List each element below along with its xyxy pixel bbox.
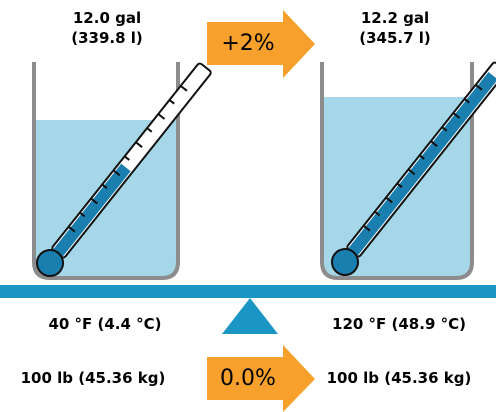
right-weight: 100 lb (45.36 kg) [326, 369, 472, 387]
left-volume-gal: 12.0 gal [72, 9, 142, 27]
left-temperature: 40 °F (4.4 °C) [48, 315, 162, 333]
volume-change-arrow [207, 10, 315, 78]
left-weight: 100 lb (45.36 kg) [20, 369, 166, 387]
right-volume-gal: 12.2 gal [360, 9, 430, 27]
right-beaker [320, 62, 474, 280]
left-beaker [32, 62, 180, 280]
right-thermometer [331, 61, 496, 276]
balance-fulcrum [222, 298, 278, 334]
right-temperature: 120 °F (48.9 °C) [332, 315, 466, 333]
right-volume-l: (345.7 l) [359, 29, 431, 47]
weight-change-label: 0.0% [220, 366, 276, 391]
balance-beam [0, 285, 496, 298]
left-thermometer [36, 62, 212, 277]
weight-change-arrow [207, 345, 315, 412]
volume-change-label: +2% [221, 31, 275, 56]
left-volume-l: (339.8 l) [71, 29, 143, 47]
